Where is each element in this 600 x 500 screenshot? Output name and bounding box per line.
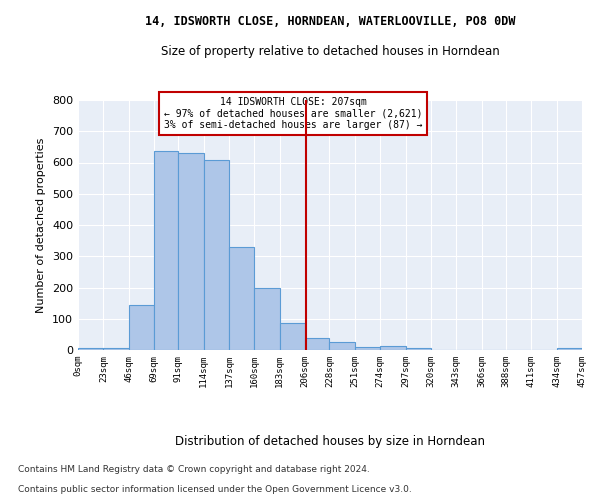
Bar [557, 348, 582, 350]
Text: Size of property relative to detached houses in Horndean: Size of property relative to detached ho… [161, 45, 499, 58]
Bar [103, 348, 129, 350]
Bar [229, 247, 254, 350]
Bar [406, 348, 431, 350]
Text: Distribution of detached houses by size in Horndean: Distribution of detached houses by size … [175, 435, 485, 448]
Bar [380, 346, 406, 350]
Bar [129, 306, 154, 350]
Bar [355, 347, 380, 350]
Bar [78, 348, 103, 350]
Bar [280, 324, 305, 350]
Bar [178, 153, 204, 350]
Bar [154, 150, 178, 350]
Bar [305, 338, 329, 350]
Text: 14, IDSWORTH CLOSE, HORNDEAN, WATERLOOVILLE, PO8 0DW: 14, IDSWORTH CLOSE, HORNDEAN, WATERLOOVI… [145, 15, 515, 28]
Bar [329, 342, 355, 350]
Bar [204, 160, 229, 350]
Bar [254, 288, 280, 350]
Y-axis label: Number of detached properties: Number of detached properties [37, 138, 46, 312]
Text: 14 IDSWORTH CLOSE: 207sqm
← 97% of detached houses are smaller (2,621)
3% of sem: 14 IDSWORTH CLOSE: 207sqm ← 97% of detac… [164, 97, 422, 130]
Text: Contains public sector information licensed under the Open Government Licence v3: Contains public sector information licen… [18, 485, 412, 494]
Text: Contains HM Land Registry data © Crown copyright and database right 2024.: Contains HM Land Registry data © Crown c… [18, 465, 370, 474]
